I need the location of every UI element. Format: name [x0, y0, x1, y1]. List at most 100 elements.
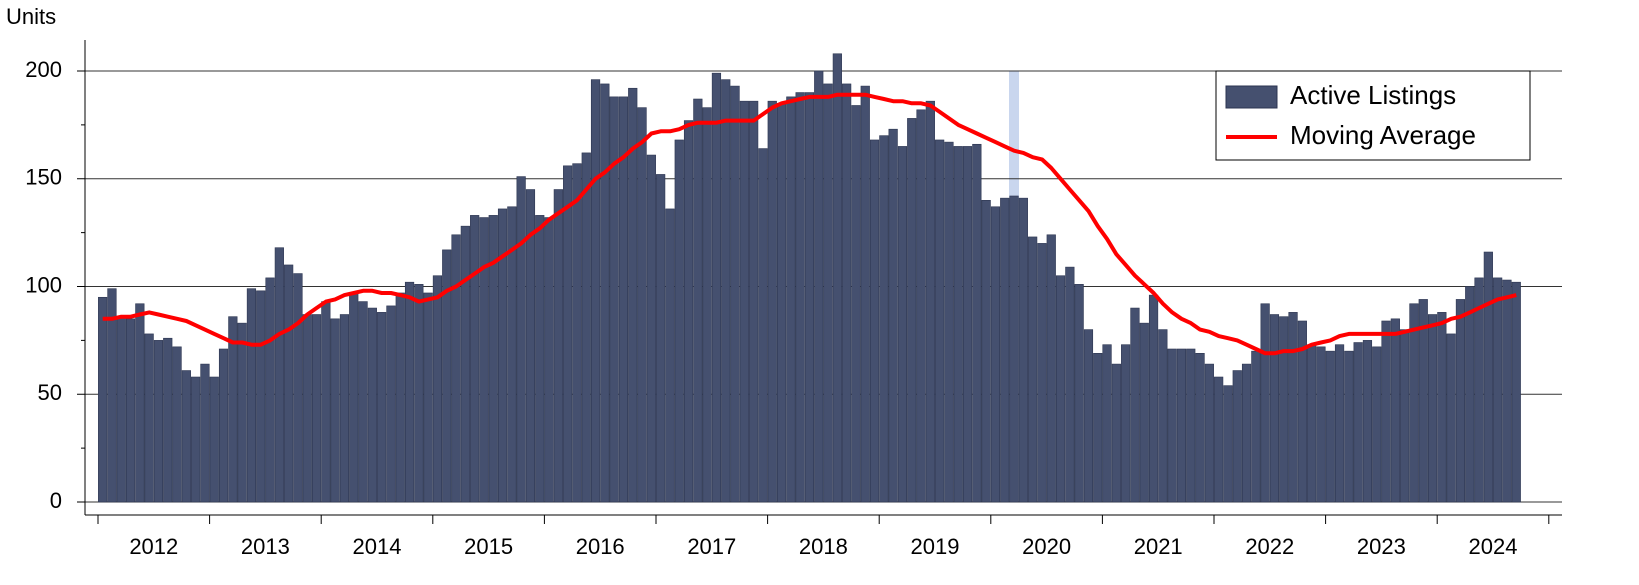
bar: [572, 163, 582, 503]
bar: [1065, 266, 1075, 503]
bar: [377, 312, 387, 503]
bar: [116, 316, 126, 503]
bar: [1083, 329, 1094, 503]
bar: [1223, 385, 1233, 503]
bar: [218, 348, 229, 503]
bar: [637, 107, 647, 503]
bar: [1465, 286, 1475, 503]
bar: [721, 79, 731, 503]
bar: [256, 290, 266, 503]
bar: [265, 277, 275, 503]
bar: [460, 225, 470, 503]
bar: [1111, 363, 1121, 503]
bar: [1130, 307, 1140, 503]
x-tick-label: 2020: [1022, 534, 1071, 559]
y-tick-label: 0: [50, 488, 62, 513]
bar: [1344, 350, 1354, 503]
bar: [274, 247, 284, 503]
bar: [1409, 303, 1419, 503]
bar: [823, 83, 833, 503]
bar: [330, 318, 340, 503]
bar: [1093, 353, 1103, 503]
bar: [767, 100, 777, 503]
bar: [367, 307, 377, 503]
legend-label: Moving Average: [1290, 120, 1476, 150]
y-tick-label: 150: [25, 165, 62, 190]
y-tick-label: 200: [25, 57, 62, 82]
bar: [507, 206, 517, 503]
bar: [525, 189, 536, 503]
bar: [497, 208, 508, 503]
bar: [404, 281, 415, 503]
bar: [1307, 344, 1317, 503]
bar: [590, 79, 601, 503]
bar: [972, 143, 982, 503]
bar: [321, 301, 331, 503]
bar: [1186, 348, 1196, 503]
x-tick-label: 2021: [1134, 534, 1183, 559]
bar: [1158, 329, 1168, 503]
bar: [1055, 275, 1066, 503]
bar: [962, 146, 973, 503]
bar: [516, 176, 526, 503]
bar: [98, 296, 108, 503]
bar: [1353, 342, 1363, 503]
bar: [1400, 329, 1410, 503]
bar: [135, 303, 145, 503]
bar: [1325, 350, 1335, 503]
bar: [795, 92, 805, 503]
bar: [386, 305, 396, 503]
bar: [1316, 346, 1326, 503]
bar: [869, 139, 880, 503]
bar: [535, 215, 545, 503]
bar: [144, 333, 154, 503]
bar: [907, 118, 917, 503]
bar: [1288, 312, 1298, 503]
x-tick-label: 2012: [129, 534, 178, 559]
bar: [1214, 376, 1224, 503]
bar: [1372, 346, 1382, 503]
bar: [246, 288, 257, 503]
bar: [618, 96, 629, 503]
bar: [228, 316, 238, 503]
bar: [702, 107, 712, 503]
bar: [1046, 234, 1056, 503]
bar: [786, 96, 796, 503]
bar: [665, 208, 675, 503]
bar: [1297, 320, 1307, 503]
legend-label: Active Listings: [1290, 80, 1456, 110]
x-tick-label: 2014: [353, 534, 402, 559]
bar: [683, 120, 694, 503]
bar: [804, 92, 815, 503]
bar: [488, 215, 498, 503]
bar: [153, 340, 164, 503]
bar: [1148, 294, 1159, 503]
bar: [1437, 312, 1447, 503]
x-tick-label: 2022: [1245, 534, 1294, 559]
bar: [553, 189, 563, 503]
bar: [1167, 348, 1177, 503]
bar: [609, 96, 619, 503]
bar: [1121, 344, 1131, 503]
x-tick-label: 2013: [241, 534, 290, 559]
bar: [646, 154, 656, 503]
bar: [442, 249, 452, 503]
bar: [200, 363, 210, 503]
bar: [284, 264, 294, 503]
bar: [209, 376, 219, 503]
bar: [107, 288, 117, 503]
bar: [1037, 243, 1047, 503]
bar: [339, 314, 350, 503]
bar: [423, 292, 433, 503]
bar: [563, 165, 573, 503]
bar: [1455, 299, 1466, 503]
bar: [191, 376, 201, 503]
bar: [302, 314, 312, 503]
bar: [1251, 350, 1261, 503]
bar: [451, 234, 461, 503]
bar: [944, 141, 954, 503]
bar: [1139, 322, 1149, 503]
bar: [1195, 353, 1205, 503]
